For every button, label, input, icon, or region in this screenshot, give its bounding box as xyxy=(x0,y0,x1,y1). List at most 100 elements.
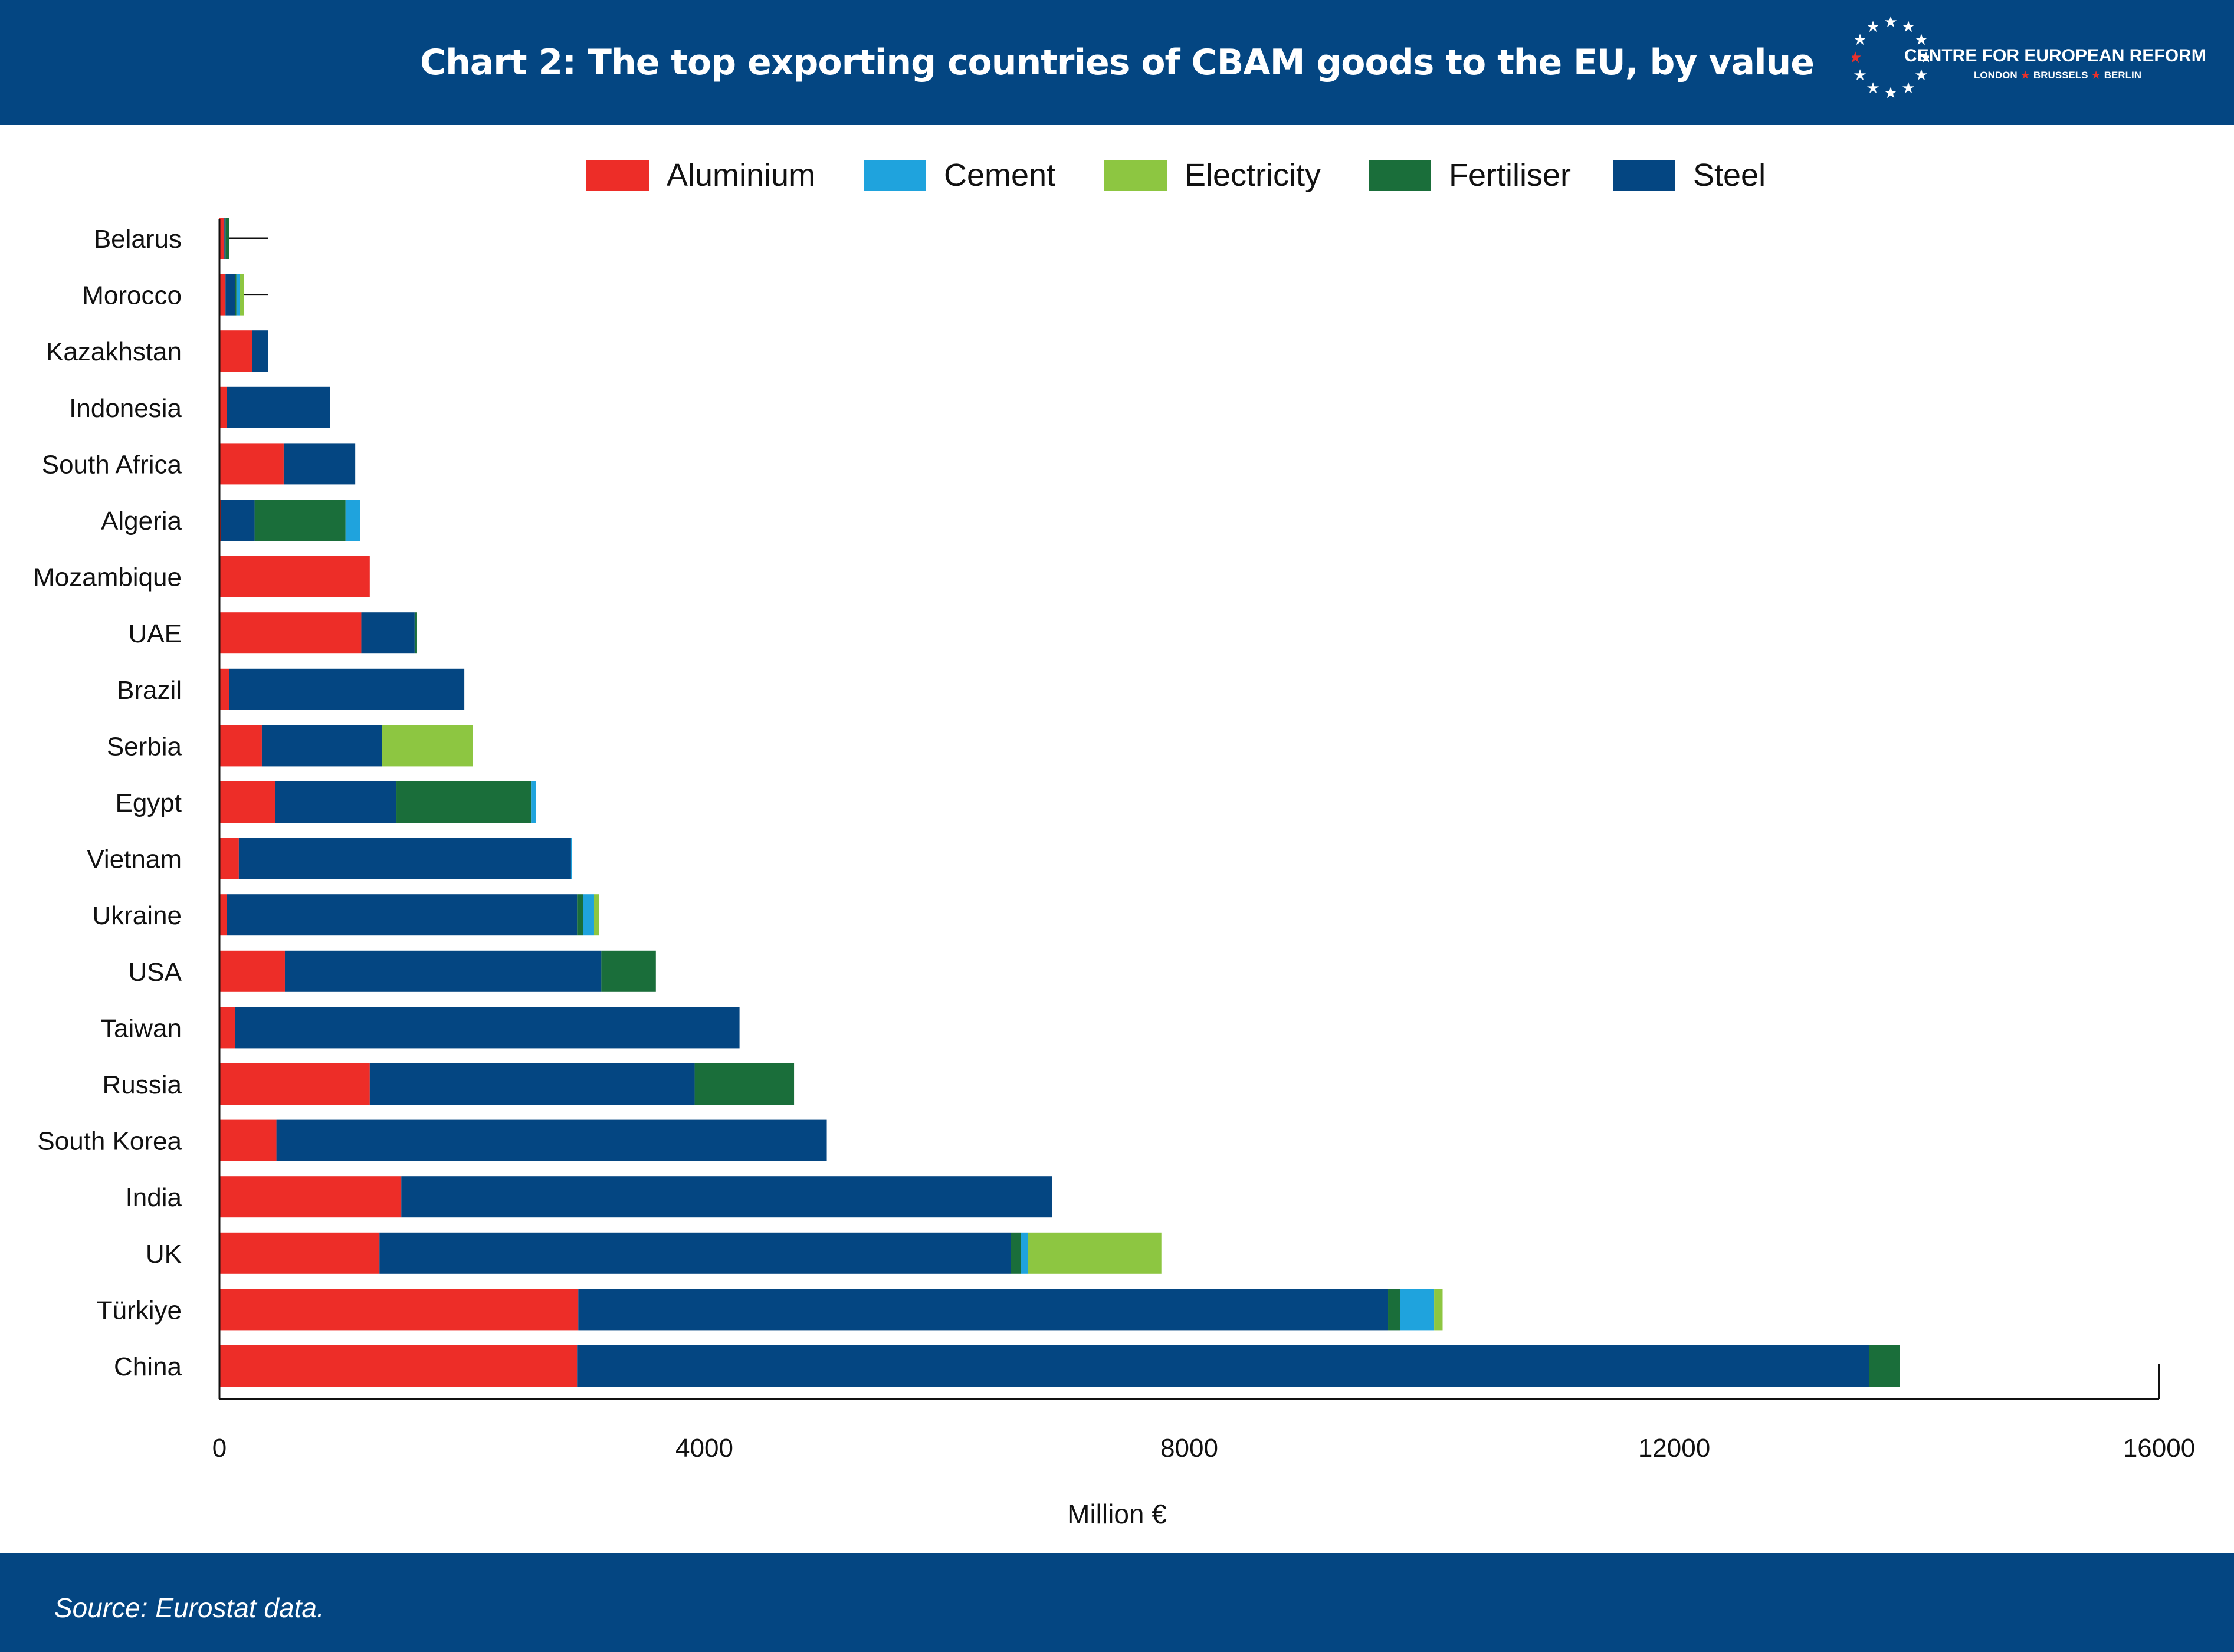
logo-star-icon: ★ xyxy=(1866,18,1879,36)
bar-india-aluminium xyxy=(219,1176,402,1218)
bar-south-korea-steel xyxy=(276,1119,827,1161)
logo-star-icon: ★ xyxy=(1901,80,1915,97)
logo-star-icon: ★ xyxy=(1901,18,1915,36)
bar-serbia-aluminium xyxy=(219,725,262,767)
bar-usa-steel xyxy=(284,950,602,992)
bar-serbia-electricity xyxy=(382,725,473,767)
bar-south-africa-steel xyxy=(283,443,356,485)
bar-algeria-cement xyxy=(345,500,360,541)
y-tick-label-indonesia: Indonesia xyxy=(69,394,182,423)
legend-swatch-fertiliser xyxy=(1369,160,1431,191)
y-tick-label-vietnam: Vietnam xyxy=(87,845,182,874)
bar-kazakhstan-steel xyxy=(252,330,268,372)
logo-city-berlin: BERLIN xyxy=(2104,70,2142,81)
bar-turkiye-electricity xyxy=(1434,1289,1443,1331)
y-tick-label-algeria: Algeria xyxy=(101,507,182,536)
bar-egypt-cement xyxy=(531,781,536,823)
y-tick-label-serbia: Serbia xyxy=(107,732,182,761)
x-tick-label-0: 0 xyxy=(212,1434,227,1463)
logo-star-separator: ★ xyxy=(2091,70,2101,81)
legend-swatch-steel xyxy=(1613,160,1675,191)
y-tick-label-belarus: Belarus xyxy=(94,225,182,254)
logo-star-icon: ★ xyxy=(1852,49,1862,67)
legend-swatch-aluminium xyxy=(586,160,649,191)
bar-uk-steel xyxy=(379,1232,1011,1274)
bar-algeria-steel xyxy=(221,500,255,541)
bar-chart: Belarus Morocco Kazakhstan Indonesia South A… xyxy=(33,218,2195,1463)
bar-kazakhstan-aluminium xyxy=(219,330,252,372)
x-tick-label-8000: 8000 xyxy=(1160,1434,1218,1463)
bar-usa-fertiliser xyxy=(601,950,656,992)
bar-china-steel xyxy=(577,1345,1869,1387)
logo-star-icon: ★ xyxy=(1853,31,1866,49)
bar-vietnam-aluminium xyxy=(219,838,239,879)
bar-morocco-steel xyxy=(225,274,235,316)
bar-uk-cement xyxy=(1021,1232,1028,1274)
bar-south-korea-aluminium xyxy=(219,1119,277,1161)
x-tick-label-16000: 16000 xyxy=(2123,1434,2195,1463)
bar-brazil-aluminium xyxy=(219,668,229,710)
bar-russia-fertiliser xyxy=(694,1063,795,1105)
bar-algeria-fertiliser xyxy=(254,500,346,541)
bar-russia-aluminium xyxy=(219,1063,370,1105)
logo-star-icon: ★ xyxy=(1884,14,1897,31)
logo-cities: LONDON ★ BRUSSELS ★ BERLIN xyxy=(1974,70,2141,81)
logo-city-london: LONDON xyxy=(1974,70,2018,81)
y-tick-label-china: China xyxy=(114,1352,182,1381)
bar-turkiye-steel xyxy=(578,1289,1389,1331)
header-bar: Chart 2: The top exporting countries of … xyxy=(0,0,2234,125)
bar-india-steel xyxy=(401,1176,1052,1218)
y-tick-label-egypt: Egypt xyxy=(115,789,182,817)
bar-indonesia-aluminium xyxy=(219,386,227,428)
bar-morocco-electricity xyxy=(240,274,244,316)
bar-vietnam-steel xyxy=(238,838,571,879)
bar-uk-fertiliser xyxy=(1011,1232,1021,1274)
bar-uk-electricity xyxy=(1028,1232,1162,1274)
legend-label-steel: Steel xyxy=(1693,157,1766,193)
y-tick-label-india: India xyxy=(126,1183,182,1212)
legend-swatch-electricity xyxy=(1104,160,1167,191)
y-tick-label-uk: UK xyxy=(146,1240,182,1269)
x-axis-label: Million € xyxy=(1067,1499,1167,1529)
legend-label-electricity: Electricity xyxy=(1185,157,1321,193)
logo-star-separator: ★ xyxy=(2020,70,2030,81)
logo-star-icon: ★ xyxy=(1866,80,1879,97)
bar-usa-aluminium xyxy=(219,950,285,992)
bar-morocco-fertiliser xyxy=(235,274,237,316)
bar-belarus-fertiliser xyxy=(225,218,229,259)
source-note: Source: Eurostat data. xyxy=(54,1592,324,1623)
legend-swatch-cement xyxy=(864,160,926,191)
bar-mozambique-aluminium xyxy=(219,556,370,597)
bar-ukraine-aluminium xyxy=(219,894,227,936)
bar-brazil-steel xyxy=(229,668,465,710)
y-tick-label-brazil: Brazil xyxy=(117,676,182,705)
y-tick-label-south-korea: South Korea xyxy=(37,1127,182,1156)
logo-name: CENTRE FOR EUROPEAN REFORM xyxy=(1904,46,2206,65)
bar-taiwan-aluminium xyxy=(219,1007,235,1049)
legend-label-fertiliser: Fertiliser xyxy=(1449,157,1572,193)
bar-egypt-aluminium xyxy=(219,781,275,823)
bar-morocco-aluminium xyxy=(219,274,226,316)
y-tick-label-mozambique: Mozambique xyxy=(33,563,182,592)
y-tick-label-russia: Russia xyxy=(103,1070,182,1099)
logo-city-brussels: BRUSSELS xyxy=(2033,70,2088,81)
bar-china-aluminium xyxy=(219,1345,578,1387)
bar-turkiye-cement xyxy=(1400,1289,1435,1331)
bar-egypt-steel xyxy=(275,781,397,823)
logo-star-icon: ★ xyxy=(1884,84,1897,102)
bar-uae-aluminium xyxy=(219,612,362,654)
bar-egypt-fertiliser xyxy=(396,781,532,823)
bar-russia-steel xyxy=(369,1063,695,1105)
y-tick-label-taiwan: Taiwan xyxy=(101,1014,182,1043)
legend-label-aluminium: Aluminium xyxy=(667,157,816,193)
bar-ukraine-cement xyxy=(583,894,594,936)
footer-bar: Source: Eurostat data. xyxy=(0,1553,2234,1652)
x-tick-label-4000: 4000 xyxy=(675,1434,733,1463)
y-tick-label-morocco: Morocco xyxy=(82,281,182,310)
bar-serbia-steel xyxy=(261,725,382,767)
cer-logo: ★ ★ ★ ★ ★ ★ ★ ★ ★ ★ ★ ★ CENTRE FOR EUROPEAN REFORM … xyxy=(1852,11,2206,117)
bar-belarus-aluminium xyxy=(219,218,225,259)
logo-star-icon: ★ xyxy=(1914,67,1928,84)
y-tick-label-ukraine: Ukraine xyxy=(92,901,182,930)
bar-belarus-steel xyxy=(224,218,226,259)
